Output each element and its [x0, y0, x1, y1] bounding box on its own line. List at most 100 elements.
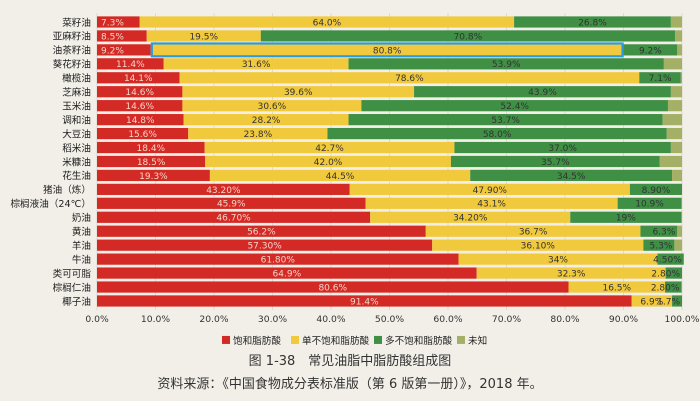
x-tick-label: 40.0%: [316, 314, 345, 325]
category-label: 玉米油: [62, 100, 91, 112]
x-tick-label: 90.0%: [609, 314, 638, 325]
data-label: 42.7%: [315, 144, 344, 154]
bar-segment: [639, 72, 681, 84]
bar-segment: [674, 239, 682, 251]
category-label: 棕榈仁油: [53, 282, 91, 294]
bar-segment: [97, 16, 140, 28]
data-label: 31.6%: [242, 60, 271, 70]
bar-segment: [97, 267, 477, 279]
bar-segment: [568, 281, 666, 293]
bar-segment: [182, 100, 362, 112]
bar-segment: [665, 267, 682, 279]
data-label: 64.0%: [313, 18, 342, 28]
data-label: 26.8%: [578, 18, 607, 28]
x-tick-label: 60.0%: [433, 314, 462, 325]
bar-segment: [681, 197, 682, 209]
bar-segment: [150, 44, 624, 56]
fatty-acid-stacked-bar-chart: 菜籽油 7.3% 64.0% 26.8% 亚麻籽油 8.5% 19.5% 70.8% 油茶籽油 9…: [10, 13, 700, 345]
data-label: 7.1%: [649, 74, 672, 84]
x-tick-label: 30.0%: [258, 314, 287, 325]
bar-segment: [659, 155, 682, 168]
bar-segment: [97, 225, 426, 237]
data-label: 53.9%: [492, 60, 521, 70]
category-label: 类可可脂: [53, 268, 92, 280]
data-label: 8.90%: [642, 186, 671, 196]
data-label: 19%: [616, 214, 636, 224]
bar-segment: [670, 16, 682, 28]
bar-segment: [476, 267, 666, 279]
legend-label: 饱和脂肪酸: [233, 335, 281, 345]
data-label: 6.9%: [640, 297, 663, 307]
category-label: 牛油: [72, 254, 91, 266]
data-label: 37.0%: [548, 144, 577, 154]
data-label: 14.6%: [125, 102, 154, 112]
bar-segment: [643, 239, 675, 251]
bar-segment: [681, 211, 682, 223]
bar-segment: [640, 225, 678, 237]
x-tick-label: 50.0%: [375, 314, 404, 325]
data-label: 32.3%: [557, 269, 586, 279]
data-label: 78.6%: [395, 74, 424, 84]
bar-segment: [327, 127, 667, 140]
data-label: 39.6%: [284, 88, 313, 98]
data-label: 36.10%: [521, 242, 556, 252]
bar-segment: [209, 169, 471, 182]
bar-segment: [617, 197, 682, 209]
data-label: 34.5%: [557, 172, 586, 182]
bar-segment: [414, 86, 671, 98]
category-label: 橄榄油: [62, 73, 91, 85]
bar-segment: [97, 239, 433, 251]
data-label: 1.7%: [657, 297, 680, 307]
data-label: 23.8%: [244, 130, 273, 140]
bar-segment: [672, 169, 682, 182]
bar-segment: [370, 211, 571, 223]
data-label: 16.5%: [602, 283, 631, 293]
bar-segment: [97, 58, 164, 70]
data-label: 46.70%: [216, 214, 251, 224]
data-label: 28.2%: [252, 116, 281, 126]
bar-segment: [677, 44, 682, 56]
bar-segment: [97, 253, 459, 265]
data-label: 44.5%: [326, 172, 355, 182]
category-label: 油茶籽油: [53, 45, 91, 57]
bar-segment: [432, 239, 644, 251]
bar-segment: [97, 44, 151, 56]
bar-segment: [667, 100, 682, 112]
data-label: 53.7%: [491, 116, 520, 126]
data-label: 64.9%: [273, 269, 302, 279]
data-label: 5.3%: [650, 242, 673, 252]
bar-segment: [97, 169, 210, 182]
bar-segment: [97, 281, 569, 293]
legend-swatch: [374, 335, 382, 344]
data-label: 34.20%: [453, 214, 488, 224]
category-label: 奶油: [72, 212, 91, 224]
legend-swatch: [457, 335, 465, 344]
data-label: 2.80%: [651, 269, 680, 279]
category-label: 调和油: [62, 114, 91, 126]
bar-segment: [188, 127, 328, 140]
bar-segment: [662, 114, 682, 126]
legend-label: 多不饱和脂肪酸: [385, 335, 453, 345]
bar-segment: [97, 155, 206, 168]
bar-segment: [139, 16, 515, 28]
bar-segment: [666, 127, 682, 140]
category-label: 米糠油: [62, 156, 91, 168]
bar-segment: [365, 197, 618, 209]
data-label: 14.1%: [124, 74, 153, 84]
category-label: 黄油: [72, 226, 91, 238]
bar-segment: [570, 211, 682, 223]
bar-segment: [163, 58, 349, 70]
x-tick-label: 100.0%: [664, 314, 699, 325]
bar-segment: [97, 211, 371, 223]
bar-segment: [97, 86, 183, 98]
highlight-box: [150, 42, 624, 58]
bar-segment: [657, 253, 684, 265]
category-label: 大豆油: [62, 128, 91, 140]
bar-segment: [348, 114, 663, 126]
category-label: 猪油（炼）: [43, 184, 91, 196]
category-label: 椰子油: [62, 296, 91, 308]
bar-segment: [674, 30, 682, 42]
bar-segment: [470, 169, 673, 182]
legend-label: 未知: [468, 335, 487, 345]
bar-segment: [425, 225, 641, 237]
